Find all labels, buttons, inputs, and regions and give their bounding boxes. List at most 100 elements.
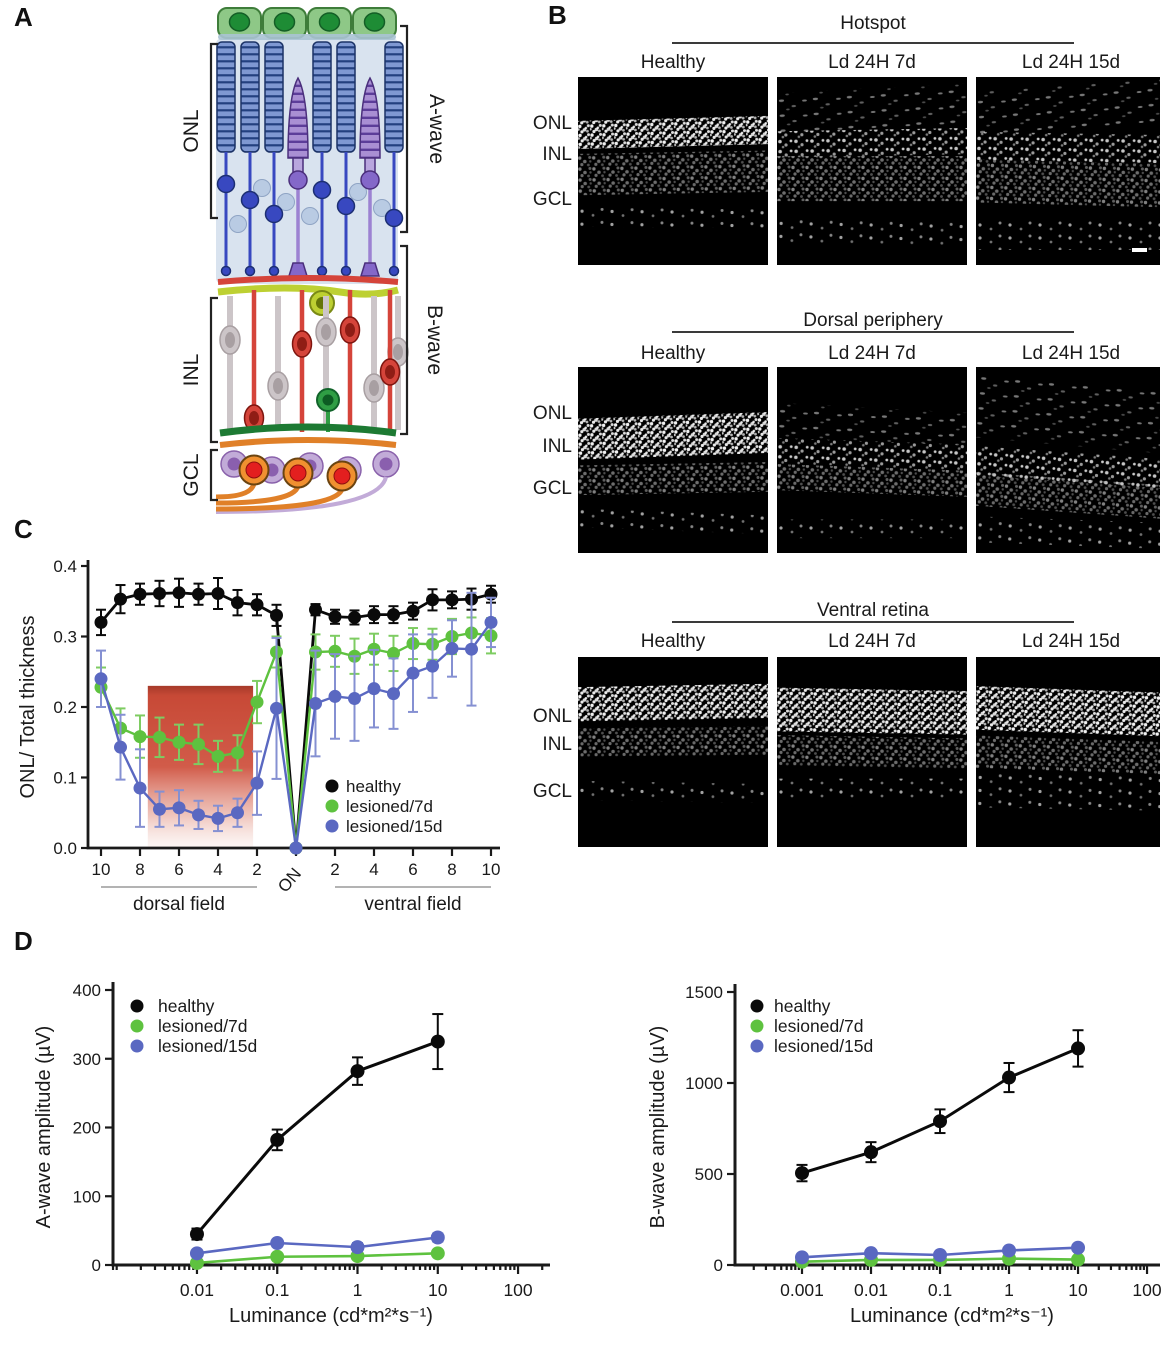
x-axis-label: Luminance (cd*m²*s⁻¹) [229,1305,433,1327]
row-label-inl: INL [542,144,572,165]
x-tick-label: 1 [1004,1280,1014,1300]
micrograph-canvas [777,77,967,265]
group-title-rule [672,331,1074,333]
micrograph-canvas [578,367,768,553]
legend-label: healthy [346,777,401,796]
group-title-ventral: Ventral retina [817,600,929,621]
cone-photoreceptors [287,76,381,277]
layer-brackets [209,24,409,502]
col-header-ld15: Ld 24H 15d [1021,631,1121,652]
y-axis-ticks: 0.0 0.1 0.2 0.3 0.4 [53,557,88,858]
y-tick-label: 100 [73,1187,101,1206]
series-lesioned-15d [795,1240,1086,1265]
group-title-hotspot: Hotspot [840,13,906,34]
x-tick-label: 4 [213,860,222,879]
legend-item-healthy: healthy [130,996,215,1016]
a-wave-bracket-label: A-wave [425,94,448,164]
legend-label: lesioned/15d [158,1036,257,1056]
x-tick-label: 1 [353,1280,363,1300]
tissue-band-bright [976,686,1160,737]
x-tick-label: 10 [92,860,111,879]
tissue-band-patchy [976,131,1160,164]
tissue-band-dim [976,472,1160,519]
tissue-band-sparse [777,519,967,539]
x-tick-label: 2 [252,860,261,879]
x-axis-field-groups: dorsal field ventral field [101,886,491,915]
y-tick-label: 0.2 [53,698,77,717]
legend-item-lesioned-15d: lesioned/15d [325,817,442,836]
series-lesioned-15d [94,591,498,855]
micrograph-ventral-ld15 [976,657,1160,847]
series-lesioned-7d [189,1246,445,1270]
tissue-band-scatter [777,402,967,447]
ipl-band-green [219,423,397,437]
retina-schematic: ONL INL GCL A-wave B-wave [180,7,448,514]
x-tick-label: 2 [330,860,339,879]
y-tick-label: 0.4 [53,557,77,576]
x-tick-label: 100 [503,1280,532,1300]
tissue-band-sparse [976,219,1160,250]
micrograph-canvas [777,367,967,553]
tissue-band-dim [578,150,768,196]
pale-photoreceptor-somata [229,179,391,233]
x-tick-label-optic-nerve: ON [274,864,305,896]
legend-label: lesioned/7d [158,1016,248,1036]
y-tick-label: 0.0 [53,839,77,858]
legend-label: lesioned/7d [774,1016,864,1036]
col-header-healthy: Healthy [640,52,706,73]
x-tick-label: 8 [447,860,456,879]
tissue-band-sparse [777,778,967,802]
tissue-band-scatter [777,83,967,135]
x-tick-label: 6 [408,860,417,879]
micrograph-hotspot-healthy [578,77,768,265]
y-axis-label: A-wave amplitude (µV) [33,1026,55,1229]
tissue-band-bright [578,683,768,722]
col-header-healthy: Healthy [640,631,706,652]
legend-item-lesioned-7d: lesioned/7d [325,797,433,816]
tissue-band-bright [578,412,768,460]
legend-label: healthy [774,996,831,1016]
x-tick-label: 0.01 [854,1280,888,1300]
x-tick-label: 10 [482,860,501,879]
legend-item-lesioned-7d: lesioned/7d [750,1016,864,1036]
legend-label: healthy [158,996,215,1016]
tissue-band-dim [777,464,967,497]
ganglion-cells [238,454,358,492]
tissue-band-sparse [578,207,768,229]
x-axis-ticks: 0.001 0.01 0.1 1 10 100 [752,1265,1162,1300]
tissue-band-scatter [976,78,1160,137]
group-title-rule [672,621,1074,623]
chart-b-wave: 0 500 1000 1500 0.001 0.01 0.1 1 10 100 B-wave amp… [647,983,1162,1327]
inl-layer-label: INL [180,354,203,387]
row-label-onl: ONL [532,403,572,424]
panel-a-label: A [14,2,33,32]
chart-a-wave: 0 100 200 300 400 0.01 0.1 1 10 100 A-wave amplitu… [33,981,550,1327]
row-label-gcl: GCL [532,478,572,499]
micrograph-dorsal-healthy [578,367,768,553]
y-tick-label: 400 [73,981,101,1000]
tissue-band-sparse [976,516,1160,549]
y-axis-label: B-wave amplitude (µV) [647,1026,669,1229]
x-tick-label: 0.1 [928,1280,952,1300]
y-tick-label: 1500 [685,983,723,1002]
tissue-band-dim [976,735,1160,775]
tissue-band-dim [777,155,967,202]
tissue-band-bright [578,115,768,150]
gcl-layer-label: GCL [180,453,203,496]
x-tick-label: 0.1 [265,1280,289,1300]
chart-onl-thickness: 0.0 0.1 0.2 0.3 0.4 10 8 6 4 2 ON 2 4 6 8 10 dorsal fiel… [17,557,501,915]
legend-item-lesioned-15d: lesioned/15d [750,1036,873,1056]
legend-label: lesioned/15d [774,1036,873,1056]
micrograph-hotspot-ld15 [976,77,1160,265]
tissue-band-dim [578,462,768,496]
tissue-band-dim [578,726,768,757]
y-tick-label: 300 [73,1050,101,1069]
series-healthy [189,1013,445,1242]
x-axis-ticks: 0.01 0.1 1 10 100 [111,1265,544,1300]
ventral-field-label: ventral field [364,894,461,915]
group-title-rule [672,42,1074,44]
micrograph-dorsal-ld15 [976,367,1160,553]
x-tick-label: 100 [1132,1280,1161,1300]
